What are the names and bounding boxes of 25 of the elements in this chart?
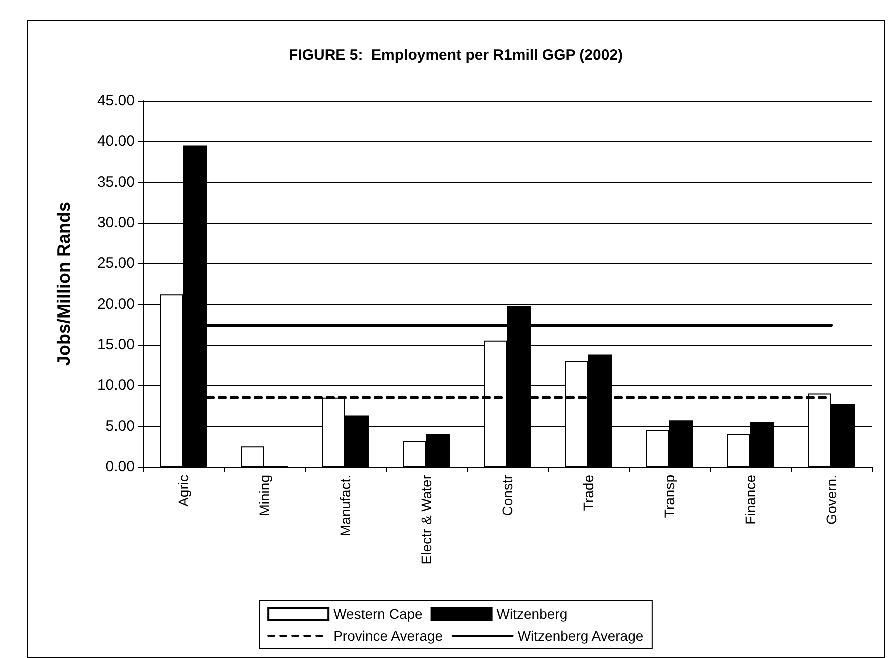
x-tick-label: Transp	[662, 474, 678, 518]
legend-label: Witzenberg	[496, 606, 568, 622]
legend-label: Province Average	[334, 628, 444, 644]
x-tick-label: Electr & Water	[418, 474, 434, 565]
x-tick-label: Constr	[500, 474, 516, 516]
x-tick-label: Manufact.	[338, 475, 354, 536]
x-tick-label: Finance	[742, 474, 758, 525]
y-tick-label: 25.00	[97, 255, 135, 272]
y-tick-label: 0.00	[106, 458, 135, 476]
y-tick-label: 15.00	[97, 336, 135, 354]
y-axis-title: Jobs/Million Rands	[54, 202, 74, 366]
y-tick-label: 30.00	[97, 214, 135, 232]
y-tick-label: 40.00	[97, 133, 135, 150]
x-tick-label: Govern.	[824, 475, 840, 525]
y-tick-label: 10.00	[97, 377, 135, 394]
y-tick-label: 45.00	[97, 92, 135, 110]
x-tick-label: Agric	[176, 475, 192, 507]
y-tick-label: 20.00	[97, 296, 135, 313]
y-tick-label: 35.00	[97, 174, 135, 191]
legend-label: Witzenberg Average	[518, 628, 644, 644]
y-tick-label: 5.00	[106, 418, 135, 435]
x-tick-label: Trade	[580, 474, 596, 512]
chart-title: FIGURE 5: Employment per R1mill GGP (2002)	[289, 47, 623, 64]
legend-label: Western Cape	[334, 606, 424, 622]
x-tick-label: Mining	[256, 475, 272, 516]
